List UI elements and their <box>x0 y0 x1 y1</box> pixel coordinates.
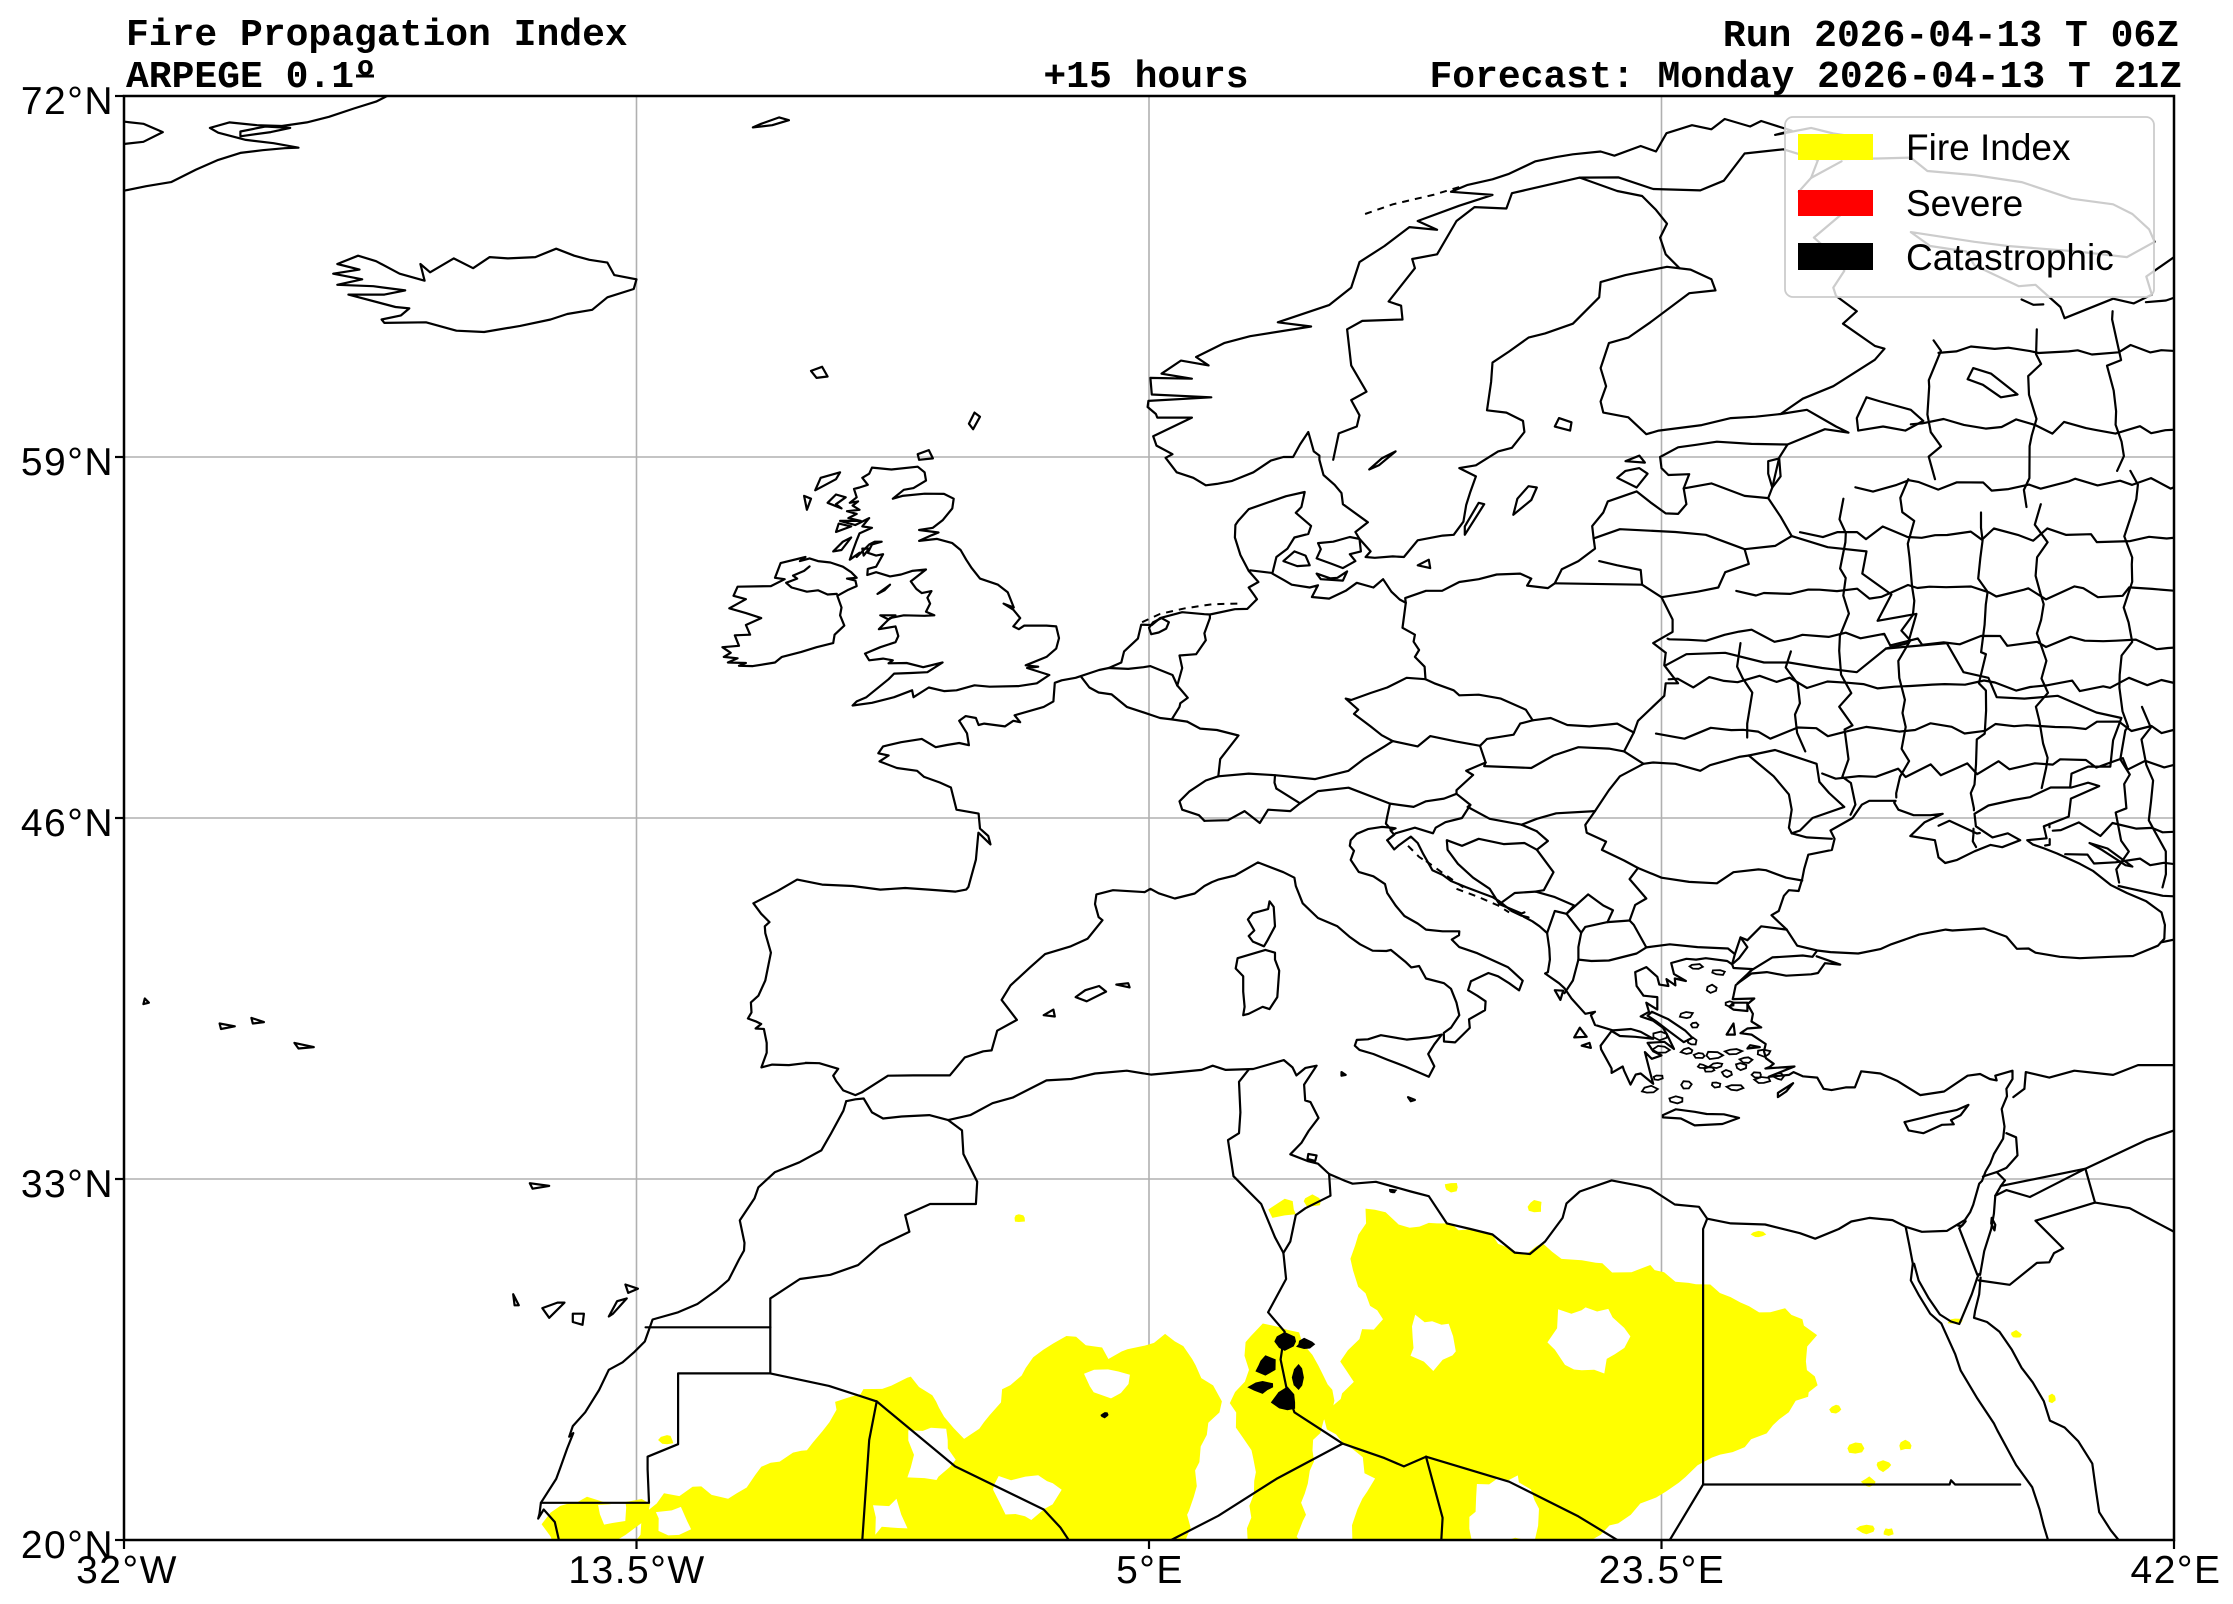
svg-text:Severe: Severe <box>1906 183 2023 224</box>
svg-text:Fire Propagation Index: Fire Propagation Index <box>126 14 628 57</box>
svg-text:5°E: 5°E <box>1116 1549 1184 1592</box>
svg-text:ARPEGE 0.1º: ARPEGE 0.1º <box>126 56 377 99</box>
svg-text:33°N: 33°N <box>21 1163 114 1206</box>
svg-text:13.5°W: 13.5°W <box>568 1549 705 1592</box>
svg-text:46°N: 46°N <box>21 802 114 845</box>
svg-text:+15 hours: +15 hours <box>1043 56 1248 99</box>
svg-text:72°N: 72°N <box>21 80 114 123</box>
svg-text:Forecast: Monday 2026-04-13 T: Forecast: Monday 2026-04-13 T 21Z <box>1429 56 2182 99</box>
svg-text:59°N: 59°N <box>21 441 114 484</box>
svg-text:42°E: 42°E <box>2131 1549 2222 1592</box>
svg-text:Catastrophic: Catastrophic <box>1906 237 2114 278</box>
svg-text:23.5°E: 23.5°E <box>1599 1549 1726 1592</box>
svg-text:Fire Index: Fire Index <box>1906 127 2071 168</box>
svg-text:Run 2026-04-13 T 06Z: Run 2026-04-13 T 06Z <box>1723 15 2179 58</box>
svg-text:20°N: 20°N <box>21 1524 114 1567</box>
svg-text:32°W: 32°W <box>76 1549 178 1592</box>
